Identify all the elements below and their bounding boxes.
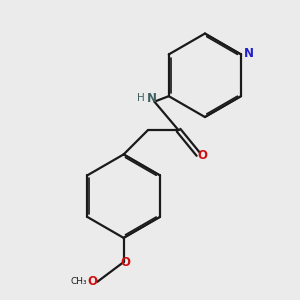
Text: CH₃: CH₃ (71, 277, 88, 286)
Text: N: N (244, 47, 254, 60)
Text: N: N (147, 92, 157, 105)
Text: O: O (87, 275, 97, 288)
Text: O: O (198, 149, 208, 162)
Text: H: H (137, 93, 145, 103)
Text: O: O (120, 256, 130, 269)
